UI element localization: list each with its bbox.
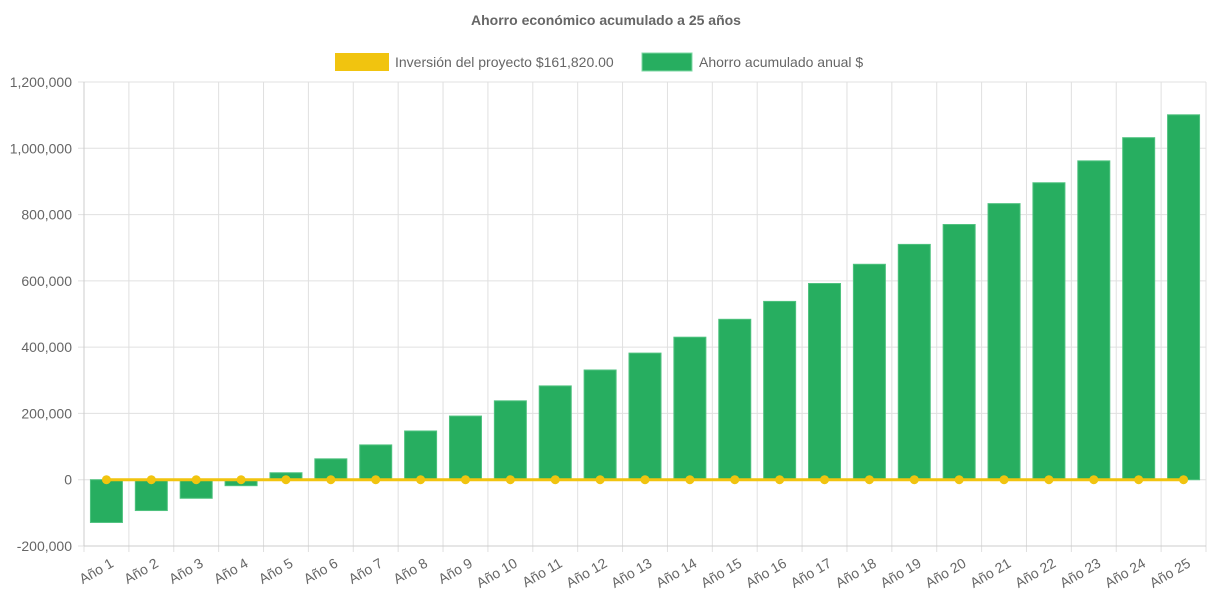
investment-point [505, 475, 515, 485]
x-tick-label: Año 8 [390, 555, 430, 587]
legend-swatch-savings [641, 52, 693, 72]
x-tick-label: Año 17 [788, 555, 835, 591]
bar-año-23 [1077, 160, 1111, 481]
investment-point [775, 475, 785, 485]
x-tick-label: Año 20 [922, 555, 969, 591]
x-tick-label: Año 2 [121, 555, 161, 587]
y-tick-label: 400,000 [21, 339, 72, 355]
bar-año-9 [448, 415, 482, 481]
bar-año-24 [1122, 137, 1156, 481]
investment-point [1089, 475, 1099, 485]
bar-año-15 [718, 318, 752, 481]
x-tick-label: Año 4 [211, 555, 251, 587]
investment-point [550, 475, 560, 485]
investment-point [909, 475, 919, 485]
investment-point [864, 475, 874, 485]
legend-item-savings[interactable]: Ahorro acumulado anual $ [641, 52, 863, 72]
bar-año-19 [897, 243, 931, 481]
investment-point [730, 475, 740, 485]
x-tick-label: Año 22 [1012, 555, 1059, 591]
investment-point [1179, 475, 1189, 485]
x-tick-label: Año 13 [608, 555, 655, 591]
bar-año-22 [1032, 182, 1066, 481]
bar-año-8 [404, 430, 438, 481]
legend: Inversión del proyecto $161,820.00 Ahorr… [335, 52, 863, 72]
legend-label-savings: Ahorro acumulado anual $ [699, 54, 863, 70]
investment-point [236, 475, 246, 485]
bar-año-13 [628, 352, 662, 481]
investment-point [640, 475, 650, 485]
bar-año-18 [852, 263, 886, 481]
bar-año-11 [538, 385, 572, 481]
x-tick-label: Año 7 [346, 555, 386, 587]
y-tick-label: 1,200,000 [10, 74, 72, 90]
y-tick-label: 200,000 [21, 405, 72, 421]
x-tick-label: Año 25 [1147, 555, 1194, 591]
bar-año-1 [89, 479, 123, 523]
bar-año-2 [134, 479, 168, 512]
legend-swatch-investment [335, 53, 389, 71]
x-tick-label: Año 11 [519, 555, 565, 591]
chart-title: Ahorro económico acumulado a 25 años [471, 12, 741, 28]
investment-point [101, 475, 111, 485]
investment-point [685, 475, 695, 485]
bar-año-16 [763, 300, 797, 481]
bar-año-17 [808, 283, 842, 481]
bar-año-20 [942, 224, 976, 481]
bar-año-12 [583, 369, 617, 481]
bar-año-10 [493, 400, 527, 481]
investment-point [460, 475, 470, 485]
x-tick-label: Año 5 [256, 555, 296, 587]
x-tick-label: Año 1 [76, 555, 116, 587]
investment-point [595, 475, 605, 485]
x-tick-label: Año 3 [166, 555, 206, 587]
x-tick-label: Año 9 [435, 555, 475, 587]
x-tick-label: Año 24 [1102, 555, 1149, 591]
investment-point [1044, 475, 1054, 485]
investment-point [820, 475, 830, 485]
investment-point [999, 475, 1009, 485]
investment-point [191, 475, 201, 485]
x-tick-label: Año 19 [877, 555, 924, 591]
investment-point [326, 475, 336, 485]
investment-point [416, 475, 426, 485]
x-tick-label: Año 10 [473, 555, 520, 591]
legend-label-investment: Inversión del proyecto $161,820.00 [395, 54, 614, 70]
x-tick-label: Año 6 [301, 555, 341, 587]
y-tick-label: 1,000,000 [10, 140, 72, 156]
y-tick-label: 600,000 [21, 273, 72, 289]
x-tick-label: Año 18 [832, 555, 879, 591]
x-tick-label: Año 15 [698, 555, 745, 591]
investment-point [281, 475, 291, 485]
bar-año-7 [359, 444, 393, 481]
bar-año-14 [673, 336, 707, 481]
bar-año-21 [987, 203, 1021, 481]
x-tick-label: Año 21 [967, 555, 1014, 591]
y-tick-label: -200,000 [17, 538, 72, 554]
investment-point [371, 475, 381, 485]
legend-item-investment[interactable]: Inversión del proyecto $161,820.00 [335, 53, 614, 71]
y-tick-label: 800,000 [21, 207, 72, 223]
x-tick-label: Año 12 [563, 555, 610, 591]
x-tick-label: Año 16 [743, 555, 790, 591]
y-tick-label: 0 [64, 472, 72, 488]
bar-año-25 [1167, 114, 1201, 481]
investment-point [1134, 475, 1144, 485]
x-tick-label: Año 23 [1057, 555, 1104, 591]
investment-point [146, 475, 156, 485]
investment-point [954, 475, 964, 485]
x-tick-label: Año 14 [653, 555, 700, 591]
